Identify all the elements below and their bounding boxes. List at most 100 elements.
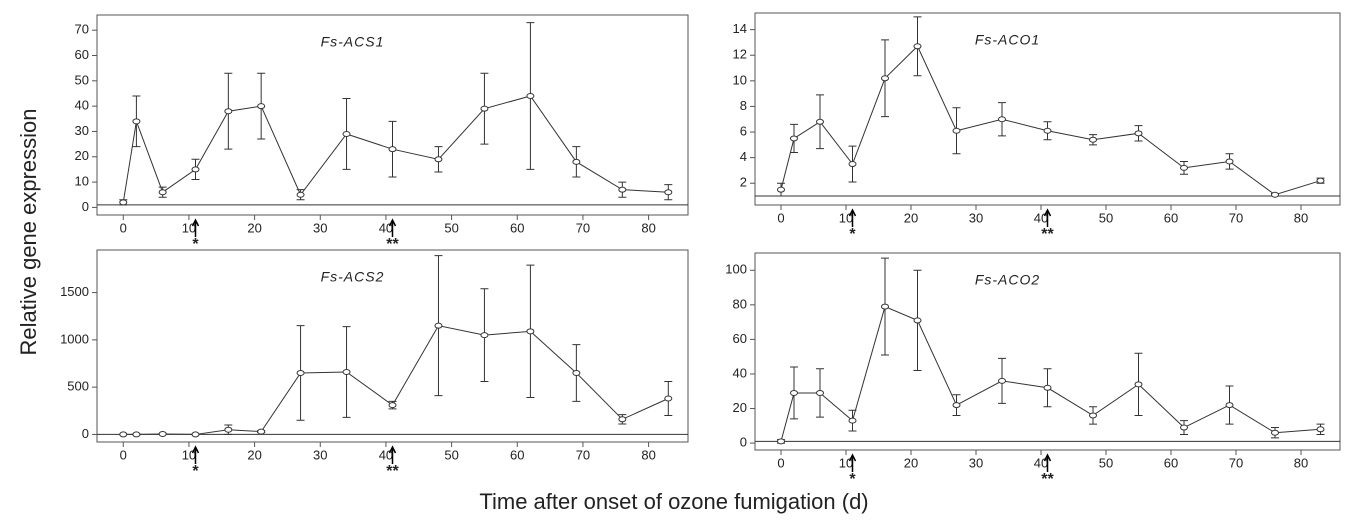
y-tick-label: 0 [82,199,89,214]
plot-frame [96,14,689,216]
treatment-arrow [1043,453,1052,472]
data-point [998,377,1006,384]
data-point [1271,429,1279,436]
data-point [119,199,128,206]
y-tick-label: 20 [733,400,747,415]
data-point [848,161,857,168]
data-point [257,428,266,435]
x-tick-label: 60 [510,220,524,235]
data-point [790,135,798,142]
plot-frame [754,12,1341,206]
data-point [388,146,397,153]
data-point [191,166,200,173]
data-point [158,430,167,437]
x-tick-label: 70 [1229,210,1243,225]
data-point [1180,164,1188,171]
panel-title: Fs-ACS2 [321,269,385,285]
y-tick-label: 50 [75,72,89,87]
data-point [1089,412,1097,419]
treatment-label: ** [386,236,399,253]
data-point [1043,127,1052,134]
data-point [618,416,627,423]
data-point [342,130,351,137]
data-point [480,105,489,112]
data-point [434,156,443,163]
data-point [952,127,961,134]
treatment-arrow [388,218,397,237]
data-point [913,317,922,324]
data-point [777,186,785,193]
y-tick-label: 500 [67,379,89,394]
y-axis-label: Relative gene expression [16,108,41,355]
data-point [224,426,233,433]
y-tick-label: 1500 [60,284,89,299]
x-tick-label: 70 [576,220,590,235]
x-tick-label: 50 [1099,455,1113,470]
y-tick-label: 0 [740,435,747,450]
data-point [257,103,266,110]
data-point [1134,381,1143,388]
data-point [119,431,128,438]
treatment-label: ** [1041,226,1054,243]
data-point [952,402,961,409]
x-tick-label: 40 [379,220,393,235]
y-tick-label: 10 [75,174,89,189]
x-tick-label: 0 [777,455,784,470]
plot-frame [96,249,689,443]
y-tick-label: 10 [733,72,747,87]
data-point [1316,177,1325,184]
panel-title: Fs-ACS1 [321,34,385,50]
data-point [998,116,1006,123]
treatment-arrow [191,445,200,464]
x-tick-label: 60 [1164,210,1178,225]
panel-title: Fs-ACO2 [975,272,1040,288]
y-tick-label: 40 [75,98,89,113]
treatment-arrow [1043,208,1052,227]
x-tick-label: 70 [576,447,590,462]
x-tick-label: 20 [904,455,918,470]
data-point [664,395,673,402]
treatment-label: * [192,236,199,253]
data-point [1271,191,1279,198]
data-point [388,402,397,409]
data-point [618,186,627,193]
data-point [816,118,824,125]
data-point [664,189,673,196]
treatment-label: * [849,226,856,243]
data-point [848,417,857,424]
treatment-label: ** [1041,471,1054,488]
data-point [816,389,824,396]
series-line [780,45,1321,196]
data-point [1225,402,1234,409]
x-tick-label: 30 [969,455,983,470]
data-point [296,369,305,376]
x-tick-label: 0 [777,210,784,225]
x-tick-label: 80 [641,220,655,235]
x-tick-label: 70 [1229,455,1243,470]
data-point [526,93,535,100]
x-tick-label: 60 [510,447,524,462]
data-point [572,158,581,165]
y-tick-label: 20 [75,148,89,163]
x-tick-label: 0 [120,447,127,462]
x-tick-label: 0 [120,220,127,235]
data-point [342,369,351,376]
treatment-label: * [192,463,199,480]
series-line [780,305,1321,442]
x-tick-label: 50 [444,220,458,235]
data-point [1089,136,1097,143]
data-point [790,389,798,396]
x-tick-label: 50 [444,447,458,462]
data-point [526,328,535,335]
x-tick-label: 60 [1164,455,1178,470]
x-tick-label: 30 [969,210,983,225]
x-tick-label: 10 [182,220,196,235]
data-point [224,108,233,115]
y-tick-label: 60 [733,331,747,346]
treatment-arrow [191,218,200,237]
y-tick-label: 0 [82,426,89,441]
y-tick-label: 40 [733,365,747,380]
x-tick-label: 10 [182,447,196,462]
y-tick-label: 30 [75,123,89,138]
